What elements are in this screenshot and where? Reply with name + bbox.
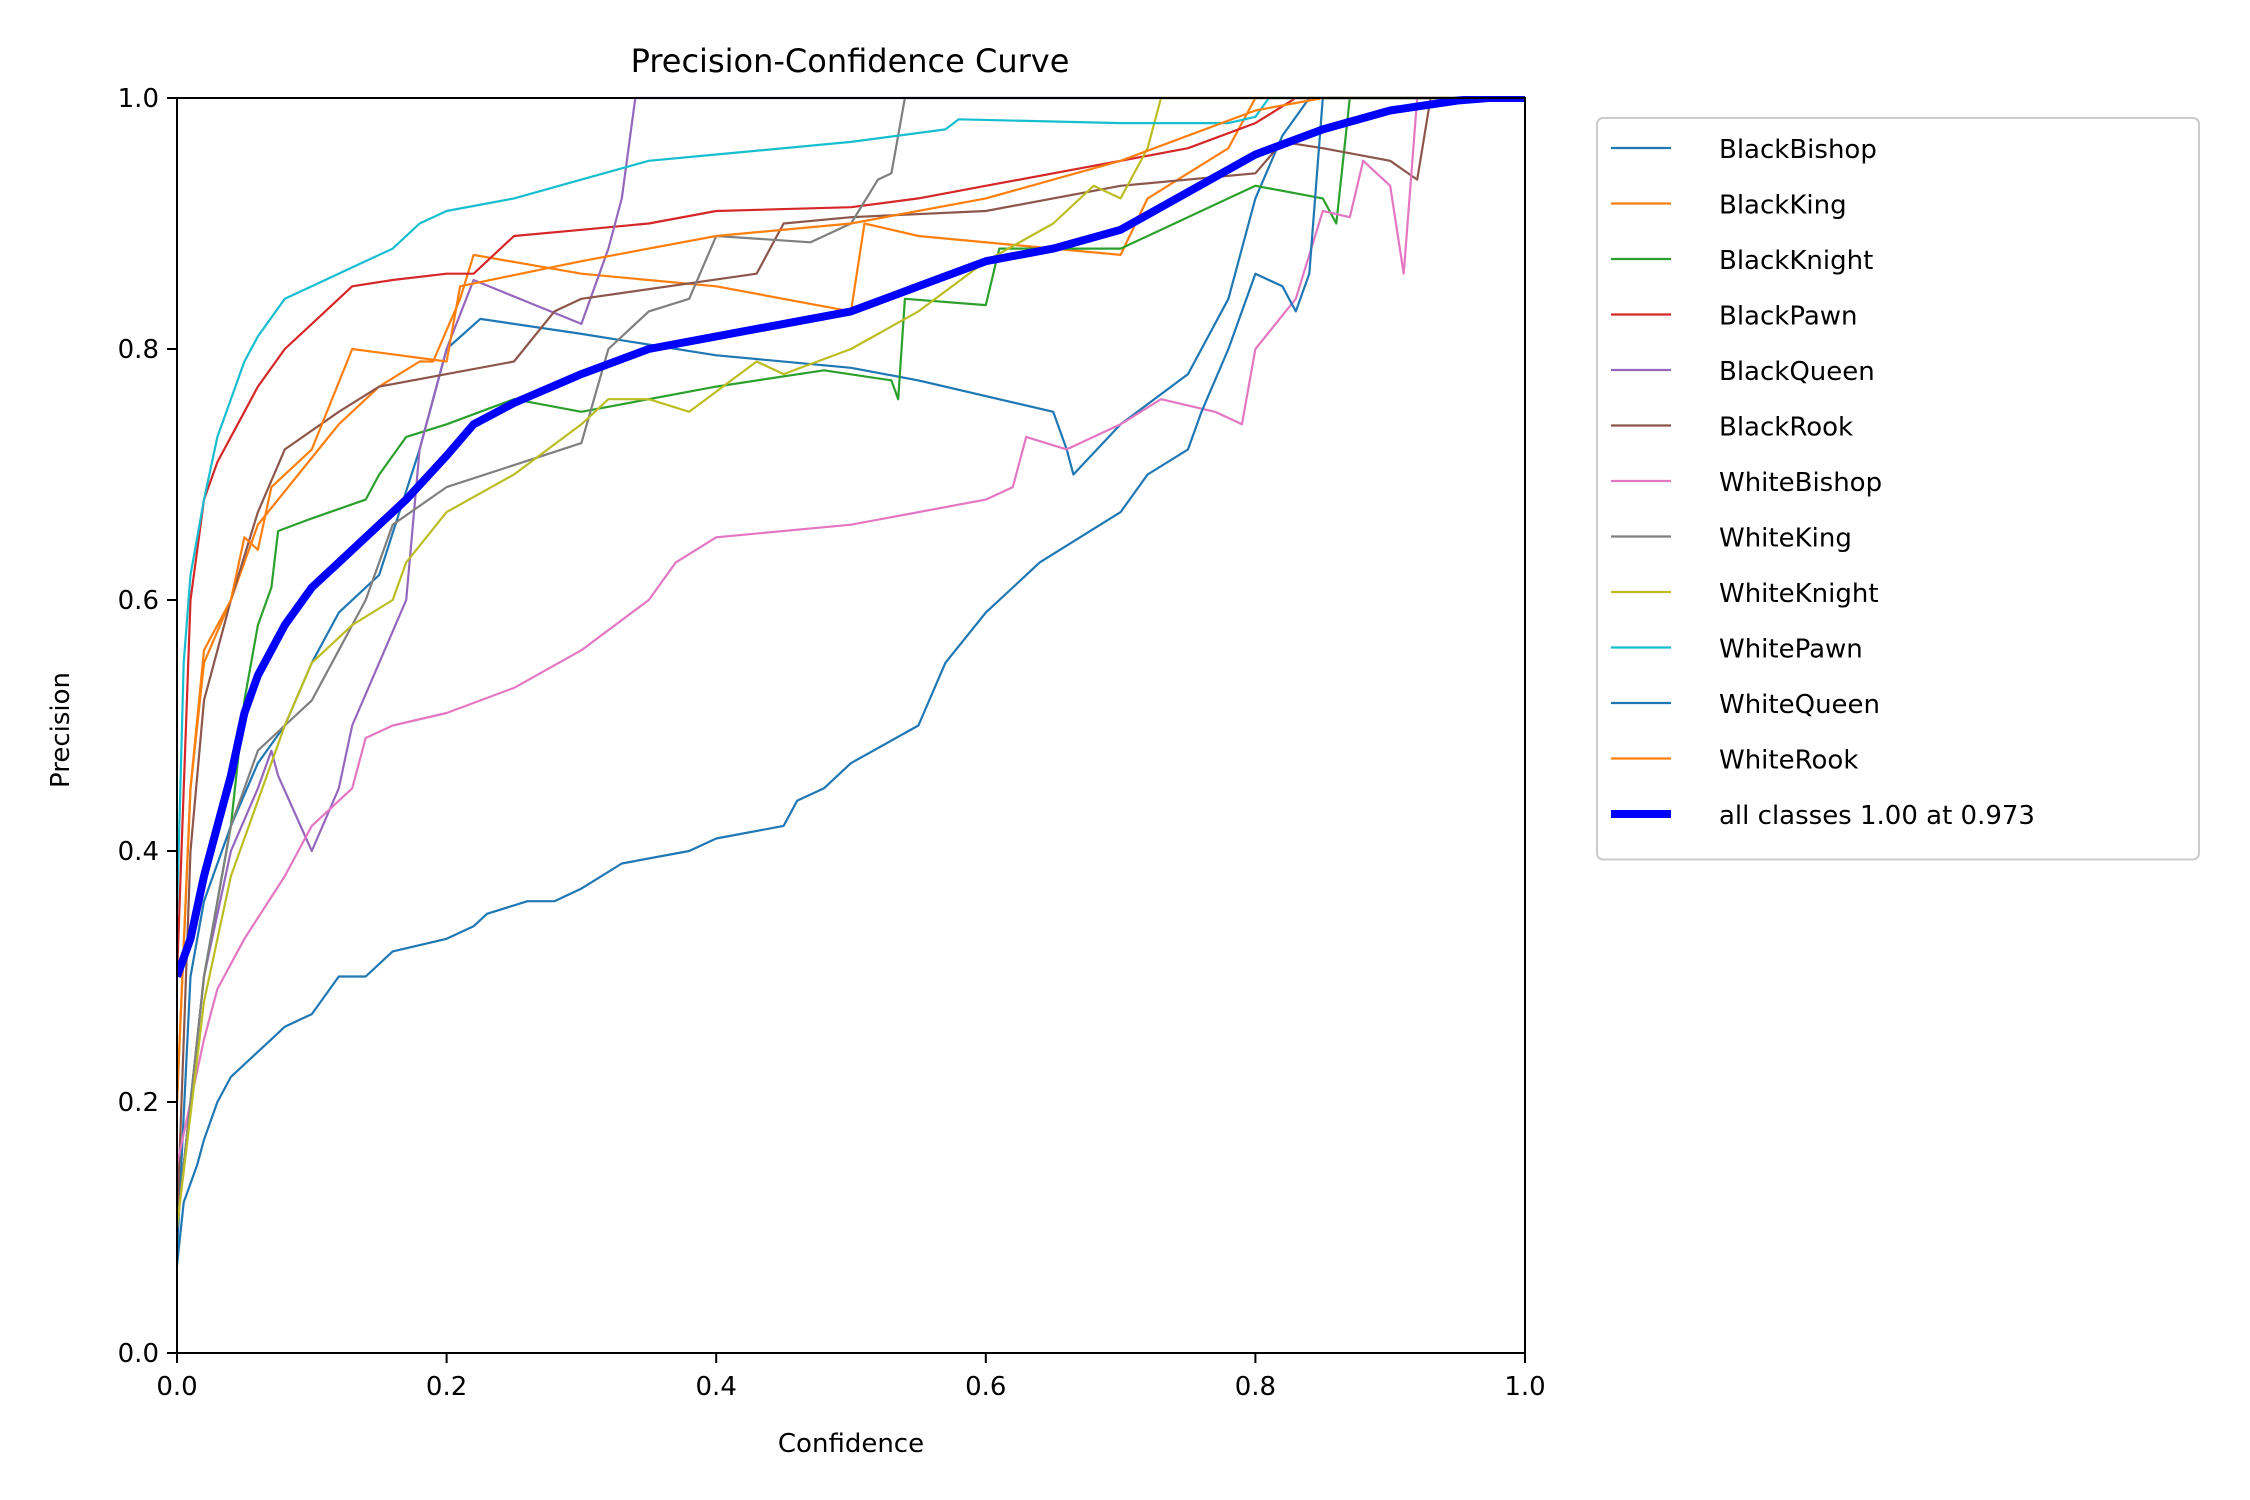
series-line-whitequeen [177, 96, 1525, 1266]
legend-label: BlackRook [1719, 413, 1853, 443]
y-tick-label: 0.6 [118, 586, 159, 616]
legend-label: WhiteKing [1719, 524, 1852, 554]
legend-label: BlackKnight [1719, 246, 1873, 276]
x-tick-label: 0.6 [965, 1372, 1006, 1402]
legend-label: BlackQueen [1719, 357, 1875, 387]
series-line-blackking [177, 96, 1525, 1103]
legend-label: WhiteQueen [1719, 690, 1880, 720]
y-tick-label: 0.4 [118, 837, 159, 867]
y-tick-label: 1.0 [118, 84, 159, 114]
x-tick-label: 1.0 [1504, 1372, 1545, 1402]
legend-label: WhiteRook [1719, 746, 1858, 776]
legend-label: all classes 1.00 at 0.973 [1719, 801, 2035, 831]
x-axis-label: Confidence [778, 1429, 924, 1459]
x-tick-label: 0.0 [156, 1372, 197, 1402]
series-line-whiteknight [177, 96, 1525, 1228]
x-tick-label: 0.8 [1235, 1372, 1276, 1402]
series-line-all-classes-1-00-at-0-973 [177, 96, 1525, 978]
series-line-whiterook [177, 96, 1525, 1103]
legend-label: WhiteBishop [1719, 468, 1882, 498]
y-tick-label: 0.8 [118, 335, 159, 365]
legend-frame [1596, 117, 2200, 861]
legend-label: BlackPawn [1719, 302, 1858, 332]
y-axis-label: Precision [46, 672, 76, 788]
series-line-whitebishop [177, 96, 1525, 1166]
legend-label: BlackBishop [1719, 135, 1877, 165]
series-line-whiteking [177, 96, 1525, 1228]
series-line-blackrook [177, 96, 1525, 1228]
series-line-blackknight [177, 96, 1525, 1228]
series-line-whitepawn [177, 96, 1525, 914]
series-line-blackbishop [177, 96, 1525, 1253]
legend-label: WhitePawn [1719, 635, 1863, 665]
legend: BlackBishop BlackKing BlackKnight BlackPawn… [1596, 117, 2200, 861]
x-tick-label: 0.2 [426, 1372, 467, 1402]
legend-label: BlackKing [1719, 191, 1847, 221]
y-tick-label: 0.0 [118, 1339, 159, 1369]
x-axis: 0.0 0.2 0.4 0.6 0.8 1.0 [156, 1353, 1546, 1402]
series-line-blackqueen [177, 96, 1525, 1228]
y-tick-label: 0.2 [118, 1088, 159, 1118]
plot-frame [176, 97, 1526, 1354]
x-tick-label: 0.4 [696, 1372, 737, 1402]
y-axis: 0.0 0.2 0.4 0.6 0.8 1.0 [118, 84, 177, 1369]
chart-title: Precision-Confidence Curve [631, 42, 1070, 80]
plot-area [177, 96, 1525, 1266]
series-line-blackpawn [177, 96, 1525, 977]
legend-label: WhiteKnight [1719, 579, 1879, 609]
